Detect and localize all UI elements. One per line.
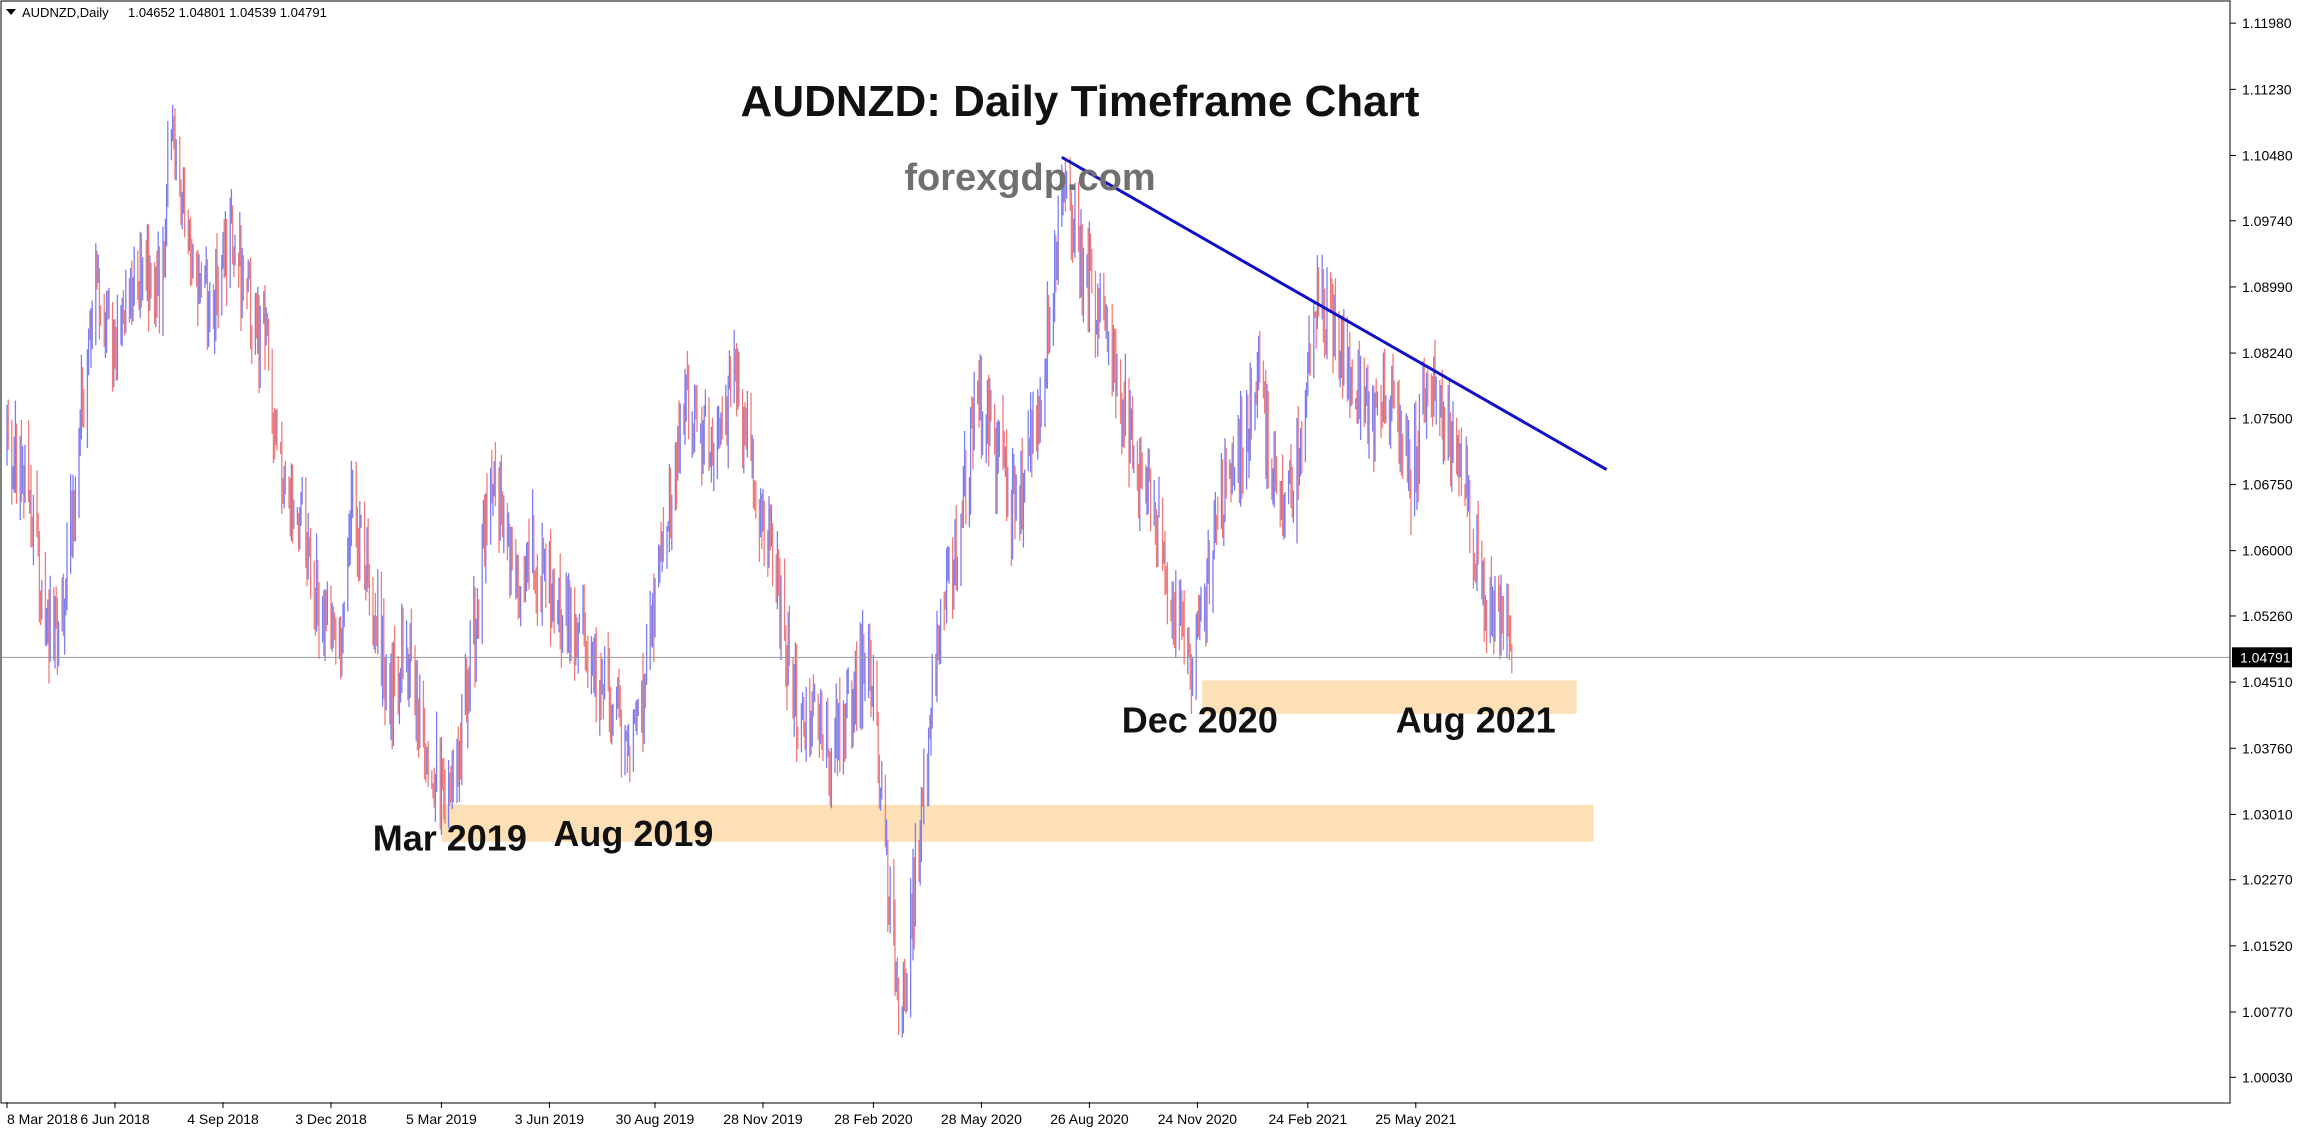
header-symbol: AUDNZD,Daily [22, 5, 109, 20]
y-tick-label: 1.09740 [2242, 213, 2293, 229]
x-tick-label: 3 Dec 2018 [295, 1111, 367, 1127]
x-tick-label: 26 Aug 2020 [1050, 1111, 1129, 1127]
plot-frame [0, 0, 2231, 1104]
x-tick-label: 6 Jun 2018 [80, 1111, 149, 1127]
annotation-label-2: Aug 2019 [553, 813, 713, 854]
x-tick-label: 30 Aug 2019 [616, 1111, 695, 1127]
current-price-tag: 1.04791 [2232, 647, 2292, 668]
x-tick-label: 24 Feb 2021 [1268, 1111, 1347, 1127]
y-tick-label: 1.00030 [2242, 1069, 2293, 1085]
y-tick-label: 1.05260 [2242, 608, 2293, 624]
x-tick-label: 24 Nov 2020 [1158, 1111, 1238, 1127]
y-tick-label: 1.01520 [2242, 938, 2293, 954]
x-tick-label: 28 Feb 2020 [834, 1111, 913, 1127]
current-price-value: 1.04791 [2240, 649, 2291, 665]
chart-title: AUDNZD: Daily Timeframe Chart [741, 77, 1420, 126]
y-tick-label: 1.11230 [2242, 81, 2292, 97]
y-tick-label: 1.00770 [2242, 1004, 2293, 1020]
y-tick-label: 1.07500 [2242, 410, 2293, 426]
x-tick-label: 4 Sep 2018 [187, 1111, 259, 1127]
y-tick-label: 1.08990 [2242, 279, 2293, 295]
x-tick-label: 5 Mar 2019 [406, 1111, 477, 1127]
support-zones [441, 680, 1594, 842]
current-price-tag-bg [2232, 647, 2292, 668]
y-tick-label: 1.03760 [2242, 740, 2293, 756]
descending-trendline [1061, 155, 1608, 471]
x-tick-label: 28 Nov 2019 [723, 1111, 803, 1127]
annotation-label-4: Aug 2021 [1396, 699, 1556, 740]
support-zone-1 [441, 804, 1594, 842]
support-zone-2 [1202, 680, 1577, 714]
y-tick-label: 1.06000 [2242, 543, 2293, 559]
y-tick-label: 1.08240 [2242, 345, 2293, 361]
y-tick-label: 1.02270 [2242, 872, 2293, 888]
x-tick-label: 25 May 2021 [1375, 1111, 1456, 1127]
y-tick-label: 1.06750 [2242, 477, 2293, 493]
header-ohlc: 1.04652 1.04801 1.04539 1.04791 [128, 5, 327, 20]
annotation-label-1: Mar 2019 [373, 818, 527, 859]
x-axis: 8 Mar 2018 6 Jun 2018 4 Sep 2018 3 Dec 2018… [6, 1102, 1456, 1127]
chart-menu-triangle-icon[interactable] [6, 9, 16, 15]
annotation-label-3: Dec 2020 [1122, 699, 1278, 740]
y-axis: 1.11980 1.11230 1.10480 1.09740 1.08990 1.082… [2230, 15, 2293, 1085]
annotations: Mar 2019 Aug 2019 Dec 2020 Aug 2021 [373, 699, 1556, 858]
candlesticks [6, 105, 1513, 1038]
x-tick-label: 3 Jun 2019 [515, 1111, 584, 1127]
x-tick-label: 28 May 2020 [941, 1111, 1022, 1127]
y-tick-label: 1.10480 [2242, 147, 2293, 163]
x-tick-label: 8 Mar 2018 [7, 1111, 78, 1127]
y-tick-label: 1.04510 [2242, 674, 2293, 690]
y-tick-label: 1.03010 [2242, 806, 2293, 822]
y-tick-label: 1.11980 [2242, 15, 2292, 31]
chart-subtitle: forexgdp.com [904, 157, 1155, 199]
